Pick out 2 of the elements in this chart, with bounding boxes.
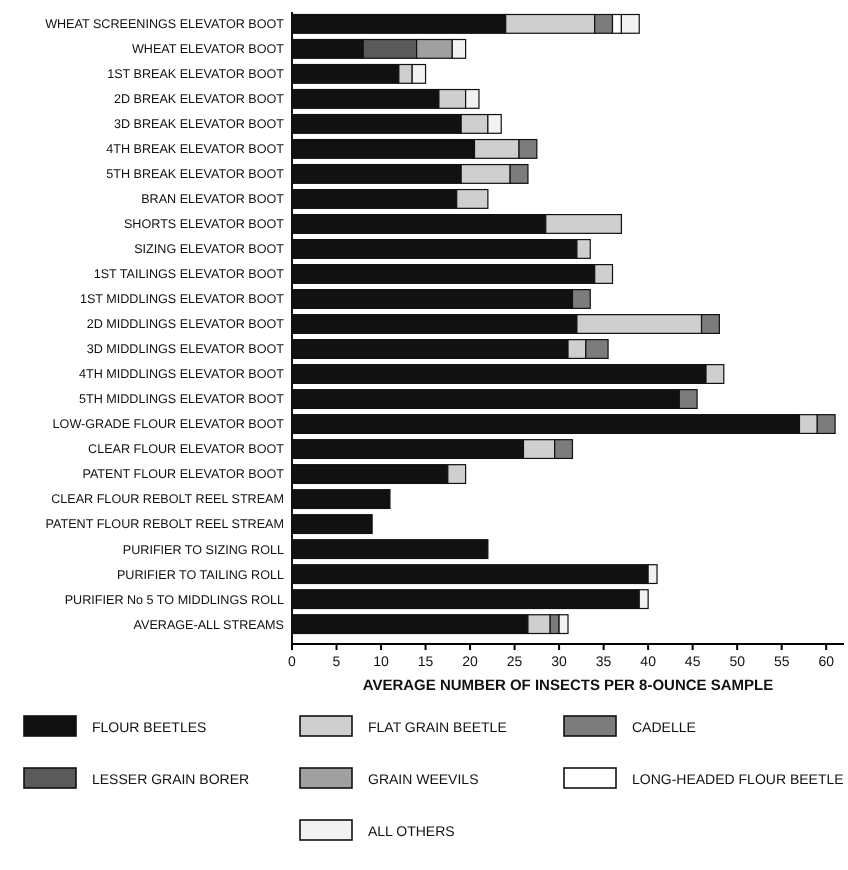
bar xyxy=(558,614,569,635)
bar xyxy=(620,13,640,34)
